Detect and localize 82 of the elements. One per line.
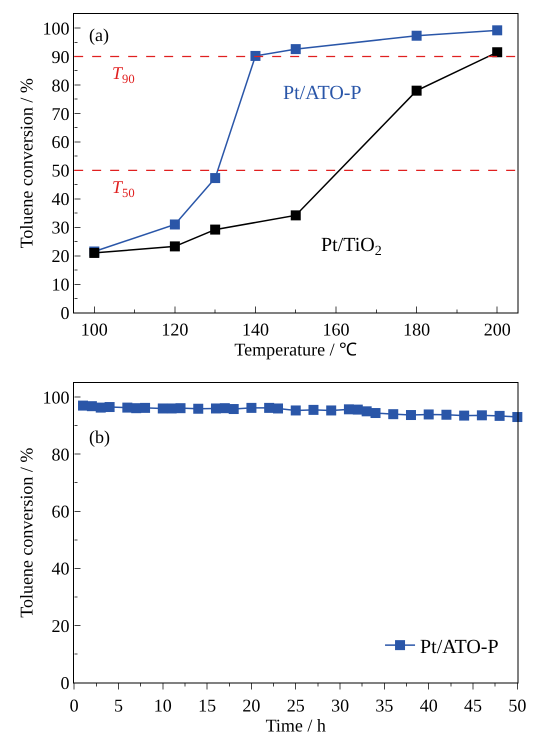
y-tick-label: 0 bbox=[60, 672, 70, 693]
x-axis-title: Temperature / ℃ bbox=[234, 339, 358, 360]
point bbox=[210, 173, 220, 184]
point bbox=[273, 403, 284, 414]
y-tick-label: 60 bbox=[51, 132, 70, 152]
y-tick-label: 80 bbox=[51, 444, 70, 464]
point bbox=[228, 404, 239, 414]
y-tick-label: 50 bbox=[51, 160, 70, 181]
x-tick-label: 35 bbox=[375, 695, 394, 716]
point bbox=[459, 410, 470, 421]
point bbox=[290, 210, 301, 220]
point bbox=[406, 410, 416, 420]
x-tick-label: 30 bbox=[331, 695, 350, 716]
point bbox=[290, 44, 301, 54]
point bbox=[78, 400, 88, 411]
y-tick-label: 40 bbox=[51, 558, 70, 579]
point bbox=[210, 224, 220, 235]
point bbox=[264, 402, 274, 413]
x-tick-label: 15 bbox=[198, 695, 216, 716]
x-tick-label: 5 bbox=[114, 695, 123, 716]
series-label: Pt/ATO-P bbox=[283, 82, 362, 104]
x-tick-label: 45 bbox=[464, 695, 482, 716]
point bbox=[326, 405, 336, 416]
annotation: (b) bbox=[89, 427, 110, 447]
point bbox=[476, 410, 487, 420]
point bbox=[170, 241, 180, 252]
x-tick-label: 20 bbox=[242, 695, 260, 716]
point bbox=[246, 402, 256, 413]
y-tick-label: 90 bbox=[51, 46, 70, 67]
point bbox=[512, 412, 522, 422]
point bbox=[441, 410, 452, 420]
point bbox=[166, 403, 177, 414]
x-tick-label: 25 bbox=[286, 695, 305, 716]
point bbox=[412, 86, 422, 96]
annotation: (a) bbox=[89, 25, 109, 45]
y-tick-label: 100 bbox=[42, 18, 70, 38]
x-tick-label: 160 bbox=[322, 319, 350, 340]
y-axis-title: Toluene conversion / % bbox=[16, 448, 37, 618]
y-tick-label: 0 bbox=[60, 303, 70, 324]
y-tick-label: 100 bbox=[42, 387, 70, 408]
point bbox=[424, 409, 434, 420]
x-tick-label: 10 bbox=[154, 695, 172, 716]
y-tick-label: 80 bbox=[51, 75, 70, 96]
x-tick-label: 40 bbox=[420, 695, 438, 716]
y-tick-label: 70 bbox=[51, 104, 70, 124]
point bbox=[140, 402, 150, 413]
point bbox=[193, 404, 204, 414]
x-tick-label: 50 bbox=[508, 695, 526, 716]
point bbox=[362, 406, 372, 416]
point bbox=[131, 403, 142, 414]
point bbox=[210, 403, 221, 414]
point bbox=[412, 30, 422, 41]
x-tick-label: 140 bbox=[242, 319, 269, 340]
y-tick-label: 10 bbox=[51, 274, 70, 295]
x-tick-label: 180 bbox=[403, 319, 430, 340]
y-tick-label: 40 bbox=[51, 189, 70, 210]
y-axis-title: Toluene conversion / % bbox=[16, 78, 37, 248]
y-tick-label: 20 bbox=[51, 616, 70, 636]
point bbox=[290, 405, 301, 416]
point bbox=[170, 219, 180, 230]
point bbox=[494, 410, 505, 421]
y-tick-label: 60 bbox=[51, 502, 70, 522]
ref-line-label: T$_{50}$ bbox=[112, 177, 135, 200]
ref-line-label: T$_{90}$ bbox=[112, 63, 135, 86]
point bbox=[388, 409, 398, 420]
series-label: Pt/TiO$_{2}$ bbox=[321, 234, 382, 260]
y-tick-label: 20 bbox=[51, 246, 70, 266]
point bbox=[308, 404, 318, 415]
x-tick-label: 200 bbox=[484, 319, 511, 340]
point bbox=[492, 47, 502, 58]
point bbox=[344, 404, 354, 414]
point bbox=[492, 25, 502, 36]
x-tick-label: 100 bbox=[80, 319, 108, 340]
x-axis-title: Time / h bbox=[266, 715, 326, 736]
legend-label: Pt/ATO-P bbox=[420, 636, 499, 658]
point bbox=[176, 403, 186, 414]
point bbox=[370, 408, 381, 418]
x-tick-label: 120 bbox=[161, 319, 188, 340]
point bbox=[250, 50, 260, 61]
point bbox=[104, 402, 115, 412]
point bbox=[96, 402, 106, 413]
y-tick-label: 30 bbox=[51, 218, 70, 238]
